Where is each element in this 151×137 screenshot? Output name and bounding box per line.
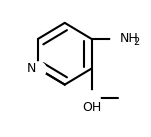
Text: 2: 2 <box>133 37 139 47</box>
Text: OH: OH <box>82 101 101 114</box>
Text: NH: NH <box>120 32 139 45</box>
Text: N: N <box>27 62 36 75</box>
